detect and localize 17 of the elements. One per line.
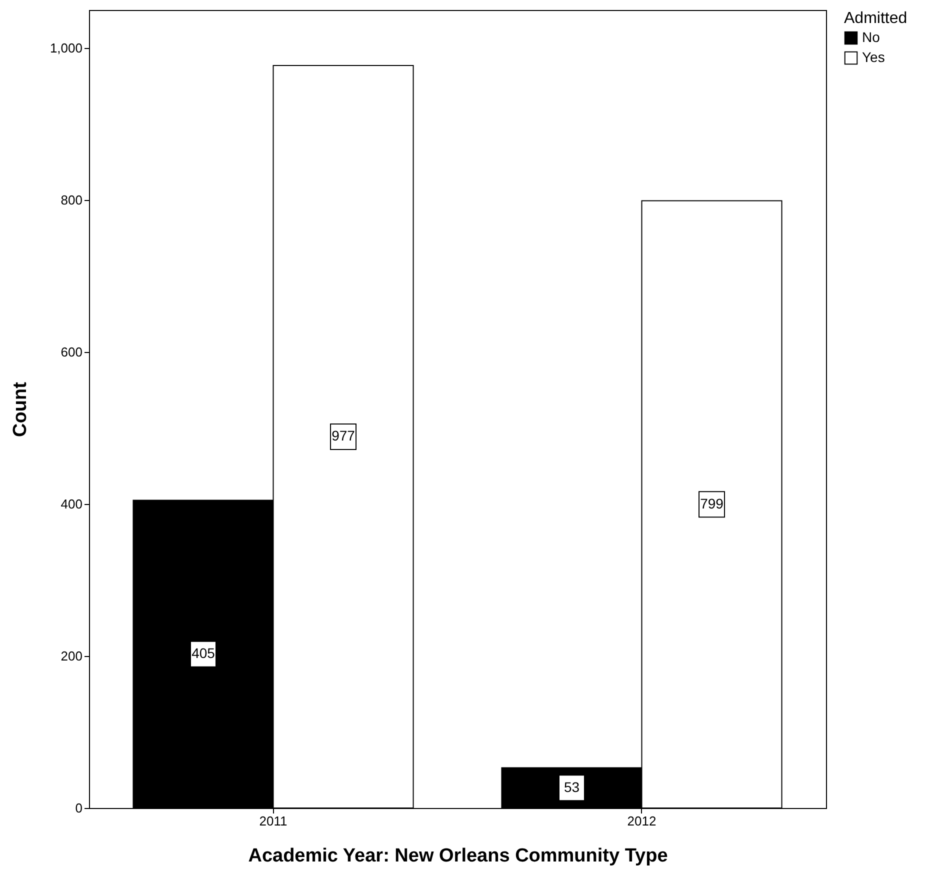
y-tick-label: 0	[75, 800, 82, 816]
y-tick-label: 400	[60, 496, 82, 512]
x-tick-label: 2012	[627, 814, 656, 828]
legend-label: Yes	[862, 49, 885, 65]
data-label: 405	[192, 645, 216, 662]
x-tick-label: 2011	[259, 814, 288, 828]
y-tick-label: 800	[60, 192, 82, 208]
y-tick-label: 600	[60, 344, 82, 360]
data-label: 53	[564, 778, 580, 795]
y-tick-label: 200	[60, 648, 82, 664]
x-axis-title: Academic Year: New Orleans Community Type	[248, 846, 668, 866]
legend-title: Admitted	[844, 10, 908, 27]
data-label: 799	[700, 495, 724, 512]
data-label: 977	[332, 428, 356, 444]
y-tick-label: 1,000	[50, 40, 82, 56]
y-axis-title: Count	[10, 381, 31, 437]
legend-label: No	[862, 29, 880, 45]
